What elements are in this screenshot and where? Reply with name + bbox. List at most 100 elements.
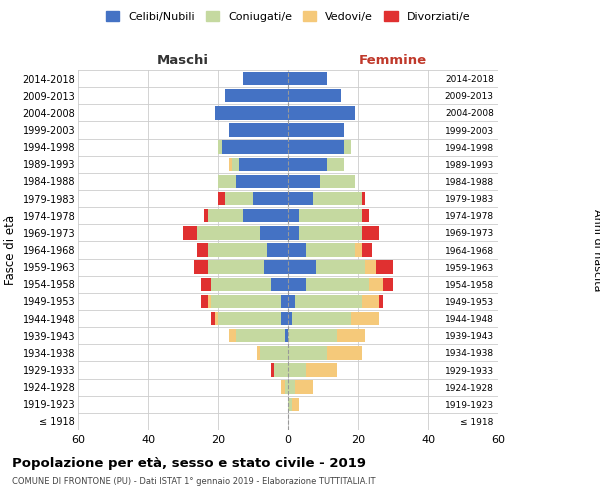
- Bar: [229, 158, 232, 171]
- Bar: [284, 380, 288, 394]
- Bar: [288, 380, 295, 394]
- Bar: [193, 260, 208, 274]
- Bar: [361, 226, 379, 239]
- Bar: [305, 278, 368, 291]
- Bar: [344, 140, 351, 154]
- Bar: [271, 364, 274, 376]
- Bar: [208, 209, 242, 222]
- Bar: [281, 380, 284, 394]
- Bar: [200, 278, 211, 291]
- Bar: [218, 192, 225, 205]
- Bar: [361, 244, 372, 256]
- Bar: [211, 278, 271, 291]
- Bar: [288, 244, 305, 256]
- Bar: [368, 278, 383, 291]
- Bar: [197, 226, 260, 239]
- Bar: [218, 174, 235, 188]
- Bar: [326, 158, 344, 171]
- Bar: [263, 260, 288, 274]
- Bar: [281, 312, 288, 326]
- Bar: [183, 226, 197, 239]
- Text: Anni di nascita: Anni di nascita: [592, 209, 600, 291]
- Bar: [257, 346, 260, 360]
- Bar: [326, 346, 361, 360]
- Bar: [208, 260, 263, 274]
- Bar: [288, 294, 295, 308]
- Bar: [288, 140, 344, 154]
- Bar: [271, 278, 288, 291]
- Legend: Celibi/Nubili, Coniugati/e, Vedovi/e, Divorziati/e: Celibi/Nubili, Coniugati/e, Vedovi/e, Di…: [103, 8, 473, 25]
- Bar: [197, 244, 208, 256]
- Bar: [361, 192, 365, 205]
- Bar: [267, 244, 288, 256]
- Bar: [235, 329, 284, 342]
- Bar: [299, 226, 361, 239]
- Bar: [365, 260, 376, 274]
- Bar: [288, 398, 292, 411]
- Bar: [292, 312, 351, 326]
- Bar: [361, 209, 368, 222]
- Text: Maschi: Maschi: [157, 54, 209, 66]
- Bar: [211, 294, 281, 308]
- Bar: [284, 329, 288, 342]
- Bar: [355, 244, 361, 256]
- Bar: [229, 329, 235, 342]
- Bar: [305, 244, 355, 256]
- Bar: [215, 312, 218, 326]
- Bar: [218, 312, 281, 326]
- Bar: [383, 278, 393, 291]
- Bar: [288, 209, 299, 222]
- Bar: [274, 364, 288, 376]
- Bar: [288, 226, 299, 239]
- Bar: [337, 329, 365, 342]
- Bar: [313, 192, 361, 205]
- Text: COMUNE DI FRONTONE (PU) - Dati ISTAT 1° gennaio 2019 - Elaborazione TUTTITALIA.I: COMUNE DI FRONTONE (PU) - Dati ISTAT 1° …: [12, 478, 376, 486]
- Bar: [361, 294, 379, 308]
- Bar: [351, 312, 379, 326]
- Bar: [288, 106, 355, 120]
- Bar: [295, 380, 313, 394]
- Bar: [208, 244, 267, 256]
- Bar: [376, 260, 393, 274]
- Bar: [204, 209, 208, 222]
- Bar: [288, 364, 305, 376]
- Bar: [225, 192, 253, 205]
- Bar: [288, 312, 292, 326]
- Bar: [253, 192, 288, 205]
- Bar: [232, 158, 239, 171]
- Bar: [320, 174, 355, 188]
- Bar: [221, 140, 288, 154]
- Bar: [288, 89, 341, 102]
- Bar: [295, 294, 361, 308]
- Bar: [305, 364, 337, 376]
- Bar: [229, 124, 288, 136]
- Bar: [288, 174, 320, 188]
- Bar: [260, 346, 288, 360]
- Bar: [288, 158, 326, 171]
- Bar: [281, 294, 288, 308]
- Bar: [215, 106, 288, 120]
- Y-axis label: Fasce di età: Fasce di età: [4, 215, 17, 285]
- Bar: [208, 294, 211, 308]
- Bar: [379, 294, 383, 308]
- Bar: [239, 158, 288, 171]
- Bar: [288, 192, 313, 205]
- Bar: [242, 72, 288, 86]
- Bar: [288, 124, 344, 136]
- Bar: [288, 278, 305, 291]
- Text: Popolazione per età, sesso e stato civile - 2019: Popolazione per età, sesso e stato civil…: [12, 458, 366, 470]
- Bar: [316, 260, 365, 274]
- Bar: [218, 140, 221, 154]
- Bar: [299, 209, 361, 222]
- Bar: [260, 226, 288, 239]
- Bar: [292, 398, 299, 411]
- Bar: [288, 260, 316, 274]
- Bar: [288, 329, 337, 342]
- Bar: [235, 174, 288, 188]
- Bar: [200, 294, 208, 308]
- Bar: [288, 72, 326, 86]
- Bar: [225, 89, 288, 102]
- Bar: [288, 346, 326, 360]
- Text: Femmine: Femmine: [359, 54, 427, 66]
- Bar: [242, 209, 288, 222]
